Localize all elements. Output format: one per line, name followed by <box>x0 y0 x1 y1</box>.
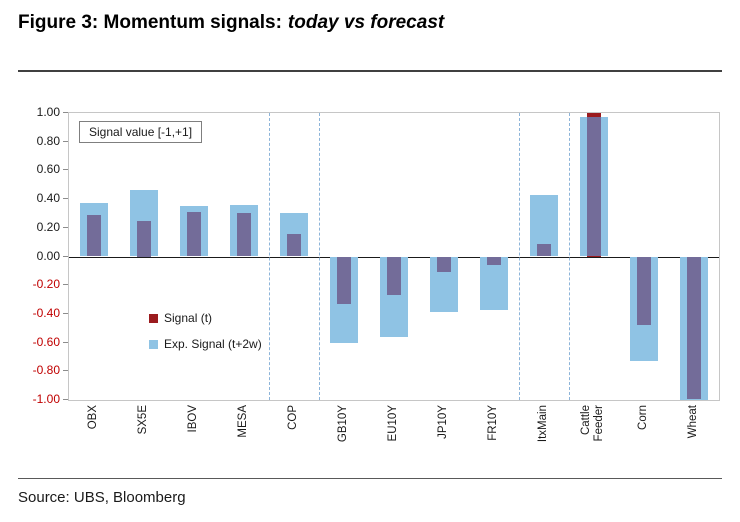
footer-divider <box>18 478 722 479</box>
y-tick-mark <box>63 112 68 113</box>
y-tick-label: 0.20 <box>36 219 60 234</box>
y-tick-mark <box>63 226 68 228</box>
x-tick-label: Cattle Feeder <box>580 405 605 442</box>
y-tick-label: 0.00 <box>36 248 60 263</box>
y-tick-label: 0.60 <box>36 162 60 177</box>
bar-exp-signal-fr10y <box>480 256 508 310</box>
signal-value-annotation: Signal value [-1,+1] <box>79 121 203 143</box>
bar-signal-overlap-mesa <box>237 213 251 257</box>
bar-signal-overlap-wheat <box>687 256 701 399</box>
legend-item-signal: Signal (t) <box>149 311 262 325</box>
chart-plot-area: Signal value [-1,+1] Signal (t) Exp. Sig… <box>68 112 720 401</box>
bar-signal-overlap-itxmain <box>537 243 551 257</box>
figure-title-bold: Figure 3: Momentum signals: <box>18 12 282 33</box>
y-tick-label: -0.80 <box>32 363 60 378</box>
title-divider <box>18 70 722 72</box>
x-tick-label: Wheat <box>686 405 699 439</box>
group-separator <box>569 113 570 400</box>
bar-signal-overlap-jp10y <box>437 256 451 273</box>
bar-signal-overlap-ibov <box>187 212 201 257</box>
y-tick-mark <box>63 198 68 200</box>
y-tick-mark <box>63 370 68 372</box>
y-tick-label: -0.60 <box>32 334 60 349</box>
y-tick-label: 0.40 <box>36 191 60 206</box>
legend-swatch-signal <box>149 313 158 323</box>
source-text: Source: UBS, Bloomberg <box>18 489 186 506</box>
legend-swatch-exp-signal <box>149 339 158 349</box>
y-tick-label: -0.40 <box>32 305 60 320</box>
bar-signal-overlap-gb10y <box>337 256 351 304</box>
bar-signal-overlap-cattle-feeder <box>587 117 601 257</box>
group-separator <box>519 113 520 400</box>
figure-title-italic: today vs forecast <box>287 12 445 33</box>
y-tick-mark <box>63 140 68 142</box>
bar-signal-overlap-cop <box>287 233 301 257</box>
y-tick-mark <box>63 169 68 171</box>
bar-signal-overlap-obx <box>87 214 101 257</box>
bar-signal-overlap-fr10y <box>487 256 501 266</box>
legend-label-signal: Signal (t) <box>164 311 213 325</box>
bar-signal-overlap-corn <box>637 256 651 326</box>
y-tick-mark <box>63 312 68 314</box>
y-tick-mark <box>63 341 68 343</box>
y-tick-label: -1.00 <box>32 392 60 406</box>
y-tick-label: 1.00 <box>36 105 60 119</box>
figure-title: Figure 3: Momentum signals: today vs fore… <box>18 12 444 34</box>
group-separator <box>319 113 320 400</box>
chart-legend: Signal (t) Exp. Signal (t+2w) <box>149 311 262 363</box>
y-tick-mark <box>63 284 68 286</box>
legend-label-exp-signal: Exp. Signal (t+2w) <box>164 337 262 351</box>
bar-signal-overlap-eu10y <box>387 256 401 296</box>
group-separator <box>269 113 270 400</box>
legend-item-exp-signal: Exp. Signal (t+2w) <box>149 337 262 351</box>
y-tick-label: 0.80 <box>36 133 60 148</box>
bar-signal-overlap-sx5e <box>137 220 151 257</box>
y-tick-mark <box>63 399 68 400</box>
y-tick-mark <box>63 255 68 257</box>
y-tick-label: -0.20 <box>32 277 60 292</box>
